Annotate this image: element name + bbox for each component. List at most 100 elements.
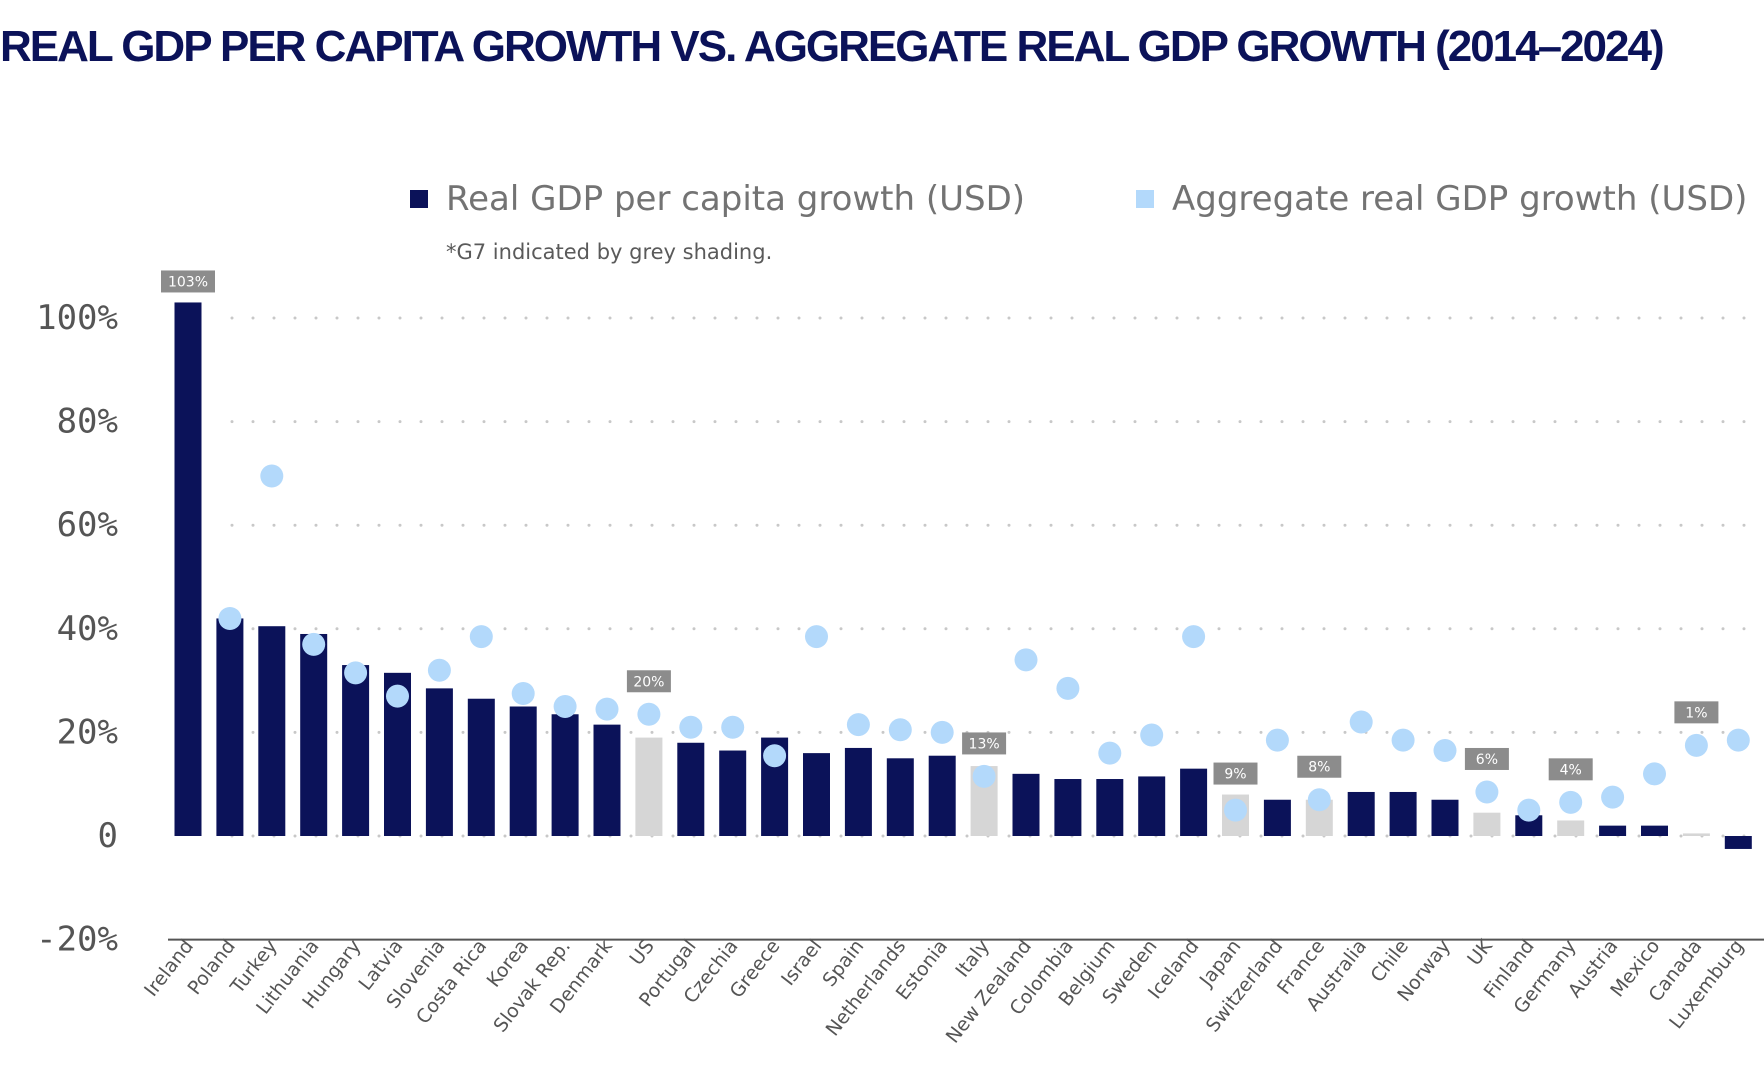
bar-us [635, 737, 663, 836]
data-label-japan: 9% [1213, 762, 1258, 785]
dot-hungary [344, 661, 368, 685]
dot-costa-rica [469, 625, 493, 649]
dot-france [1307, 788, 1331, 812]
dot-new-zealand [1014, 648, 1038, 672]
bar-iceland [1180, 768, 1208, 836]
bar-australia [1347, 791, 1375, 836]
bar-norway [1431, 799, 1459, 836]
y-tick-label: 100% [36, 298, 118, 338]
bar-poland [216, 618, 244, 836]
data-label-text: 6% [1476, 752, 1498, 768]
data-label-box [1213, 762, 1258, 785]
y-axis: 100% 80% 60% 40% 20% 0 -20% [36, 298, 118, 960]
bar-israel [803, 753, 830, 836]
data-label-ireland: 103% [161, 270, 215, 293]
dot-chile [1391, 728, 1415, 752]
bar-turkey [258, 626, 286, 836]
bar-slovak-rep [551, 714, 579, 836]
bar-portugal [677, 742, 705, 836]
bar-switzerland [1263, 799, 1291, 836]
bar-ireland [174, 302, 202, 837]
dot-uk [1475, 780, 1499, 804]
data-label-france: 8% [1297, 755, 1342, 778]
dot-austria [1601, 785, 1625, 809]
bar-spain [844, 747, 872, 836]
bar-denmark [593, 724, 621, 836]
dot-germany [1559, 790, 1583, 814]
legend-swatch-per-capita [410, 190, 428, 208]
data-label-italy: 13% [962, 732, 1007, 755]
bar-finland [1515, 815, 1543, 836]
bar-mexico [1641, 825, 1668, 836]
x-tick-label-us: US [626, 936, 659, 970]
bar-chile [1389, 791, 1417, 836]
dots-series-aggregate [218, 464, 1750, 822]
dot-mexico [1643, 762, 1666, 786]
y-tick-label: 40% [57, 609, 118, 649]
dot-switzerland [1265, 728, 1289, 752]
bar-new-zealand [1012, 773, 1040, 836]
bar-czechia [719, 750, 747, 836]
bar-uk [1473, 812, 1501, 836]
bar-lithuania [300, 633, 328, 836]
y-tick-label: 0 [98, 816, 118, 856]
bar-luxemburg [1724, 836, 1752, 849]
x-tick-label-israel: Israel [777, 936, 826, 990]
dot-spain [846, 713, 870, 737]
bar-costa-rica [467, 698, 495, 836]
dot-portugal [679, 715, 703, 739]
legend-label-per-capita: Real GDP per capita growth (USD) [446, 179, 1026, 219]
dot-australia [1349, 710, 1373, 734]
g7-note: *G7 indicated by grey shading. [446, 240, 773, 264]
dot-poland [218, 606, 242, 630]
dot-luxemburg [1726, 728, 1750, 752]
data-label-box [1464, 747, 1509, 770]
dot-belgium [1098, 741, 1122, 765]
legend-item-aggregate: Aggregate real GDP growth (USD) [1136, 175, 1747, 223]
y-tick-label: -20% [36, 920, 118, 960]
bar-canada [1682, 833, 1710, 836]
dot-czechia [721, 715, 745, 739]
data-label-us: 20% [626, 670, 671, 693]
bar-korea [509, 706, 537, 836]
data-label-text: 9% [1224, 767, 1246, 783]
data-label-germany: 4% [1548, 758, 1593, 781]
dot-us [637, 702, 661, 726]
data-label-box [1297, 755, 1342, 778]
data-label-canada: 1% [1674, 701, 1719, 724]
dot-turkey [260, 464, 284, 488]
data-label-uk: 6% [1464, 747, 1509, 770]
dot-finland [1517, 798, 1541, 822]
dot-colombia [1056, 676, 1080, 700]
data-label-text: 1% [1685, 705, 1707, 721]
data-label-text: 103% [168, 274, 208, 290]
bar-colombia [1054, 779, 1082, 836]
data-label-text: 13% [969, 736, 1000, 752]
data-label-box [1548, 758, 1593, 781]
legend-item-per-capita: Real GDP per capita growth (USD) [410, 175, 1025, 223]
dot-greece [763, 744, 787, 768]
dot-iceland [1182, 625, 1206, 649]
y-tick-label: 60% [57, 505, 118, 545]
dot-israel [805, 625, 828, 649]
data-label-box [962, 732, 1007, 755]
bar-belgium [1096, 779, 1124, 836]
bars-series-per-capita [174, 302, 1752, 849]
bar-hungary [342, 665, 370, 836]
chart-title: REAL GDP PER CAPITA GROWTH VS. AGGREGATE… [0, 22, 1665, 71]
legend-label-aggregate: Aggregate real GDP growth (USD) [1172, 179, 1748, 219]
dot-korea [511, 682, 535, 706]
y-tick-label: 20% [57, 712, 118, 752]
bar-slovenia [425, 688, 453, 836]
dot-canada [1684, 733, 1708, 757]
x-axis: IrelandPolandTurkeyLithuaniaHungaryLatvi… [140, 935, 1764, 1047]
data-label-box [1674, 701, 1719, 724]
bar-netherlands [886, 758, 914, 836]
y-tick-label: 80% [57, 402, 118, 442]
dot-italy [972, 764, 996, 788]
dot-latvia [386, 684, 409, 708]
bar-estonia [928, 755, 956, 836]
dot-netherlands [888, 718, 912, 742]
dot-slovak-rep [553, 695, 577, 718]
data-label-box [626, 670, 671, 693]
